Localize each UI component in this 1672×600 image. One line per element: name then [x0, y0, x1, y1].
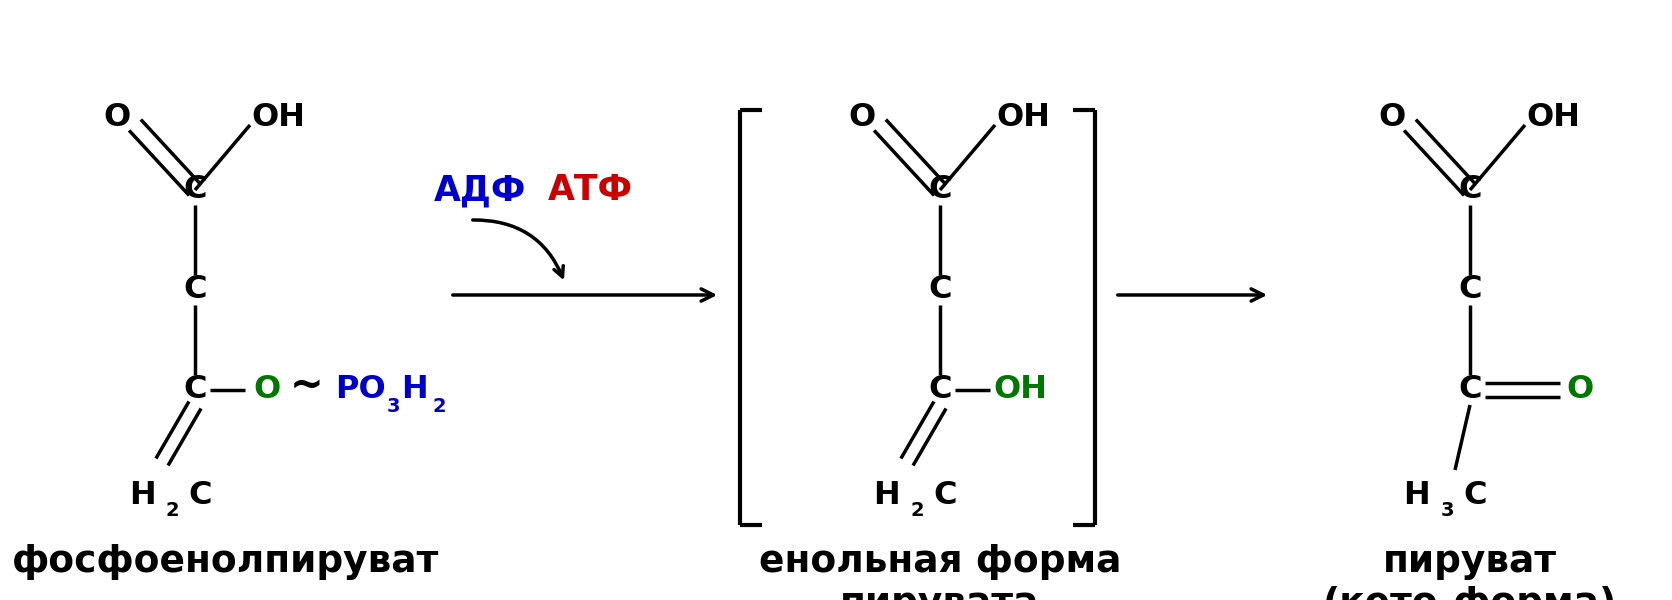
Text: 2: 2 — [166, 500, 179, 520]
Text: 2: 2 — [910, 500, 925, 520]
Text: C: C — [1458, 175, 1481, 205]
Text: C: C — [933, 479, 956, 511]
Text: енольная форма: енольная форма — [759, 544, 1122, 580]
Text: C: C — [928, 374, 951, 406]
FancyArrowPatch shape — [473, 220, 563, 277]
Text: C: C — [184, 275, 207, 305]
Text: фосфоенолпируват: фосфоенолпируват — [12, 544, 438, 580]
Text: H: H — [401, 374, 428, 406]
Text: C: C — [928, 275, 951, 305]
Text: C: C — [1458, 374, 1481, 406]
Text: 3: 3 — [386, 397, 400, 416]
Text: O: O — [254, 374, 281, 406]
Text: OH: OH — [993, 374, 1047, 406]
Text: O: O — [1378, 101, 1406, 133]
Text: O: O — [104, 101, 130, 133]
Text: PO: PO — [334, 374, 385, 406]
Text: (кето-форма): (кето-форма) — [1323, 586, 1617, 600]
Text: пируват: пируват — [1383, 544, 1557, 580]
Text: ~: ~ — [291, 367, 324, 407]
Text: C: C — [1458, 275, 1481, 305]
Text: H: H — [874, 479, 901, 511]
Text: H: H — [1403, 479, 1430, 511]
Text: АДФ: АДФ — [433, 173, 527, 207]
Text: 2: 2 — [431, 397, 446, 416]
Text: OH: OH — [1527, 101, 1580, 133]
Text: АТФ: АТФ — [547, 173, 632, 207]
Text: OH: OH — [997, 101, 1050, 133]
Text: C: C — [928, 175, 951, 205]
Text: 3: 3 — [1440, 500, 1453, 520]
Text: C: C — [184, 374, 207, 406]
Text: OH: OH — [251, 101, 304, 133]
Text: C: C — [184, 175, 207, 205]
Text: C: C — [1463, 479, 1486, 511]
Text: C: C — [189, 479, 212, 511]
Text: O: O — [848, 101, 876, 133]
Text: H: H — [129, 479, 155, 511]
Text: O: O — [1567, 374, 1593, 406]
Text: пирувата: пирувата — [841, 586, 1040, 600]
